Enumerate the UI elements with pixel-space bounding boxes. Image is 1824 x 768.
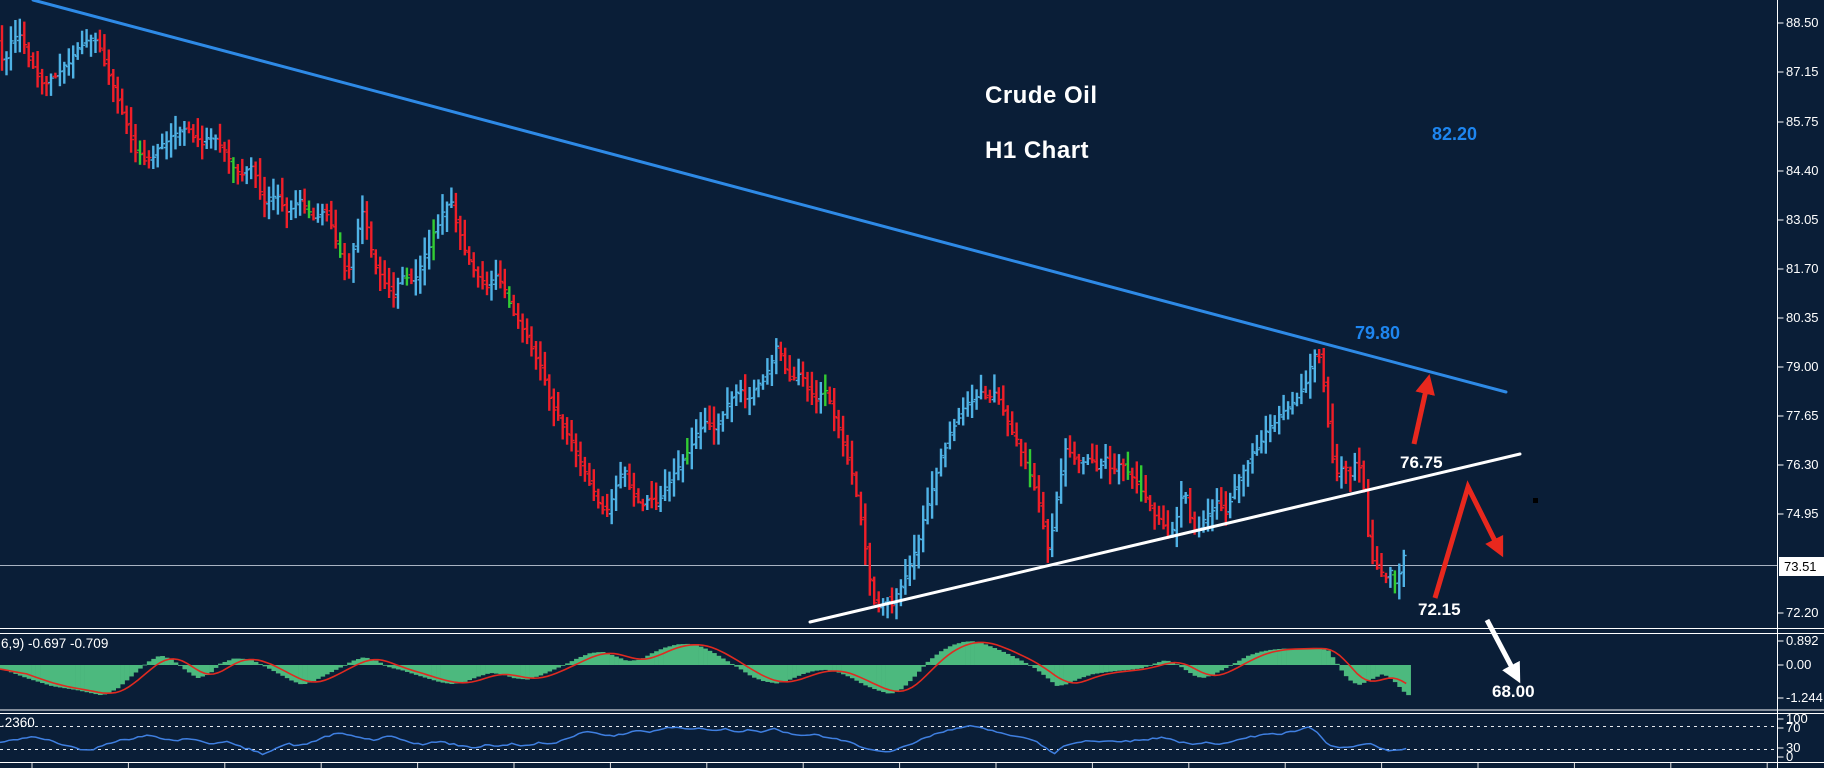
osc-axis-label: 70 (1786, 720, 1801, 735)
price-axis-label: 79.00 (1786, 359, 1819, 374)
chart-title-symbol[interactable]: Crude Oil (985, 82, 1098, 109)
annotation-trendline-76-75[interactable]: 76.75 (1400, 453, 1443, 472)
descending-trendline[interactable] (31, 0, 1508, 394)
macd-axis-label: 0.892 (1786, 633, 1819, 648)
osc-axis-label: 30 (1786, 740, 1801, 755)
price-axis-label: 83.05 (1786, 212, 1819, 227)
price-axis-label: 87.15 (1786, 64, 1819, 79)
price-axis-label: 88.50 (1786, 15, 1819, 30)
price-axis-label: 80.35 (1786, 310, 1819, 325)
oscillator-line (0, 724, 1407, 756)
candlestick-series (0, 18, 1407, 620)
price-axis-label: 76.30 (1786, 457, 1819, 472)
osc-axis-label: 0 (1786, 749, 1794, 764)
macd-axis-label: -1.244 (1786, 690, 1823, 705)
price-axis-label: 77.65 (1786, 408, 1819, 423)
macd-signal-line (0, 641, 1407, 695)
annotation-resistance-79-80[interactable]: 79.80 (1355, 323, 1401, 343)
artifact-dot (1533, 498, 1538, 503)
annotation-support-72-15[interactable]: 72.15 (1418, 600, 1461, 619)
chart-title-timeframe[interactable]: H1 Chart (985, 137, 1090, 164)
osc-axis-label: 100 (1786, 711, 1808, 726)
annotation-target-68-00[interactable]: 68.00 (1492, 682, 1535, 701)
red-arrow-up[interactable] (1411, 374, 1435, 445)
price-axis-label: 74.95 (1786, 506, 1819, 521)
macd-indicator-value-label: 6,9) -0.697 -0.709 (1, 636, 109, 651)
macd-axis-label: 0.00 (1786, 657, 1812, 672)
current-price-box: 73.51 (1779, 557, 1824, 576)
price-axis-label: 81.70 (1786, 261, 1819, 276)
price-axis-label: 72.20 (1786, 605, 1819, 620)
price-axis-label: 85.75 (1786, 114, 1819, 129)
red-arrow-zigzag[interactable] (1432, 480, 1504, 599)
macd-histogram (0, 641, 1411, 696)
white-arrow-down[interactable] (1484, 618, 1521, 684)
annotation-target-82-20[interactable]: 82.20 (1432, 124, 1478, 144)
ascending-trendline[interactable] (808, 452, 1522, 624)
price-axis-label: 84.40 (1786, 163, 1819, 178)
oscillator-indicator-value-label: .2360 (1, 715, 35, 730)
